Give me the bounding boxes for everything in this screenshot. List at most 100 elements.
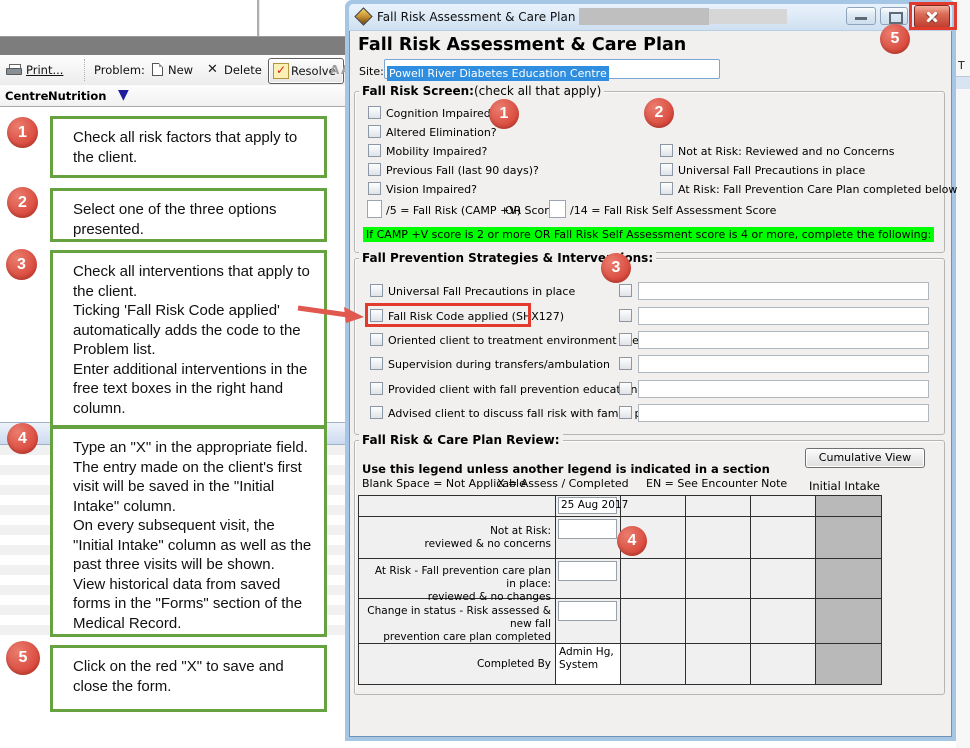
self-assessment-score-input[interactable] bbox=[549, 200, 566, 218]
checkbox-label: Universal Fall Precautions in place bbox=[388, 285, 576, 298]
checkbox-oriented-client[interactable] bbox=[370, 333, 383, 346]
table-cell bbox=[621, 559, 686, 599]
resolve-check-icon: ✓ bbox=[273, 63, 289, 79]
review-group-label: Fall Risk & Care Plan Review: bbox=[359, 433, 563, 447]
checkbox-previous-fall[interactable] bbox=[368, 163, 381, 176]
checkbox-label: Fall Risk Code applied (SHX127) bbox=[388, 310, 565, 323]
toolbar-separator bbox=[84, 59, 85, 81]
mini-checkbox[interactable] bbox=[619, 357, 632, 370]
new-button[interactable]: New bbox=[168, 63, 194, 77]
group-title-suffix: (check all that apply) bbox=[473, 84, 602, 98]
entry-field[interactable] bbox=[558, 561, 617, 581]
checkbox-advise-physician[interactable] bbox=[370, 406, 383, 419]
intervention-free-text-input[interactable] bbox=[638, 331, 929, 349]
print-button[interactable]: Print... bbox=[26, 63, 64, 77]
entry-field[interactable] bbox=[558, 519, 617, 539]
delete-button[interactable]: Delete bbox=[224, 63, 262, 77]
fall-risk-dialog: Fall Risk Assessment & Care Plan for Fal… bbox=[345, 0, 958, 741]
checkbox-label: Vision Impaired? bbox=[386, 183, 477, 196]
checkbox-label: Mobility Impaired? bbox=[386, 145, 488, 158]
checkbox-label: Provided client with fall prevention edu… bbox=[388, 383, 693, 396]
step-3-badge: 3 bbox=[6, 249, 37, 280]
step-1-marker: 1 bbox=[489, 99, 519, 129]
step-5-badge: 5 bbox=[6, 641, 40, 675]
row-label-at-risk: At Risk - Fall prevention care plan in p… bbox=[359, 559, 556, 603]
intervention-free-text-input[interactable] bbox=[638, 307, 929, 325]
table-cell bbox=[751, 517, 816, 559]
self-assessment-score-label: /14 = Fall Risk Self Assessment Score bbox=[570, 204, 777, 217]
font-increase-icon[interactable]: A bbox=[330, 63, 340, 77]
score-instruction-highlight: If CAMP +V score is 2 or more OR Fall Ri… bbox=[363, 227, 935, 242]
checkbox-label: Cognition Impaired? bbox=[386, 107, 497, 120]
cumulative-view-button[interactable]: Cumulative View bbox=[805, 448, 925, 468]
checkbox-cognition-impaired[interactable] bbox=[368, 106, 381, 119]
fall-risk-screen-group-label: Fall Risk Screen:(check all that apply) bbox=[359, 84, 605, 98]
mini-checkbox[interactable] bbox=[619, 309, 632, 322]
maximize-button[interactable] bbox=[880, 7, 908, 25]
checkbox-altered-elimination[interactable] bbox=[368, 125, 381, 138]
interventions-group-label: Fall Prevention Strategies & Interventio… bbox=[359, 251, 657, 265]
mini-checkbox[interactable] bbox=[619, 382, 632, 395]
site-input[interactable]: Powell River Diabetes Education Centre bbox=[384, 59, 720, 81]
tab-nutrition[interactable]: Nutrition bbox=[48, 89, 107, 103]
checkbox-label: Advised client to discuss fall risk with… bbox=[388, 407, 687, 420]
background-edge-band bbox=[956, 76, 970, 89]
checkbox-not-at-risk[interactable] bbox=[660, 144, 673, 157]
initial-intake-label: Initial Intake bbox=[808, 479, 880, 493]
mini-checkbox[interactable] bbox=[619, 333, 632, 346]
table-cell bbox=[751, 644, 816, 684]
legend-item: X = Assess / Completed bbox=[497, 477, 629, 490]
step-1-note: Check all risk factors that apply to the… bbox=[50, 116, 327, 178]
row-label-change-in-status: Change in status - Risk assessed & new f… bbox=[359, 599, 556, 644]
step-3-marker: 3 bbox=[601, 253, 631, 283]
background-right-edge bbox=[956, 0, 970, 748]
table-cell bbox=[686, 599, 751, 644]
checkbox-intervention-universal[interactable] bbox=[370, 284, 383, 297]
checkbox-universal-precautions[interactable] bbox=[660, 163, 673, 176]
intervention-free-text-input[interactable] bbox=[638, 404, 929, 422]
mini-checkbox[interactable] bbox=[619, 284, 632, 297]
review-group bbox=[354, 440, 945, 695]
minimize-icon bbox=[855, 17, 867, 20]
table-cell bbox=[621, 644, 686, 684]
table-cell bbox=[621, 496, 686, 517]
camp-v-score-input[interactable] bbox=[367, 200, 382, 218]
chevron-down-icon[interactable]: ▼ bbox=[118, 87, 129, 103]
intervention-free-text-input[interactable] bbox=[638, 282, 929, 300]
table-cell-initial-intake bbox=[816, 517, 881, 559]
checkbox-label: At Risk: Fall Prevention Care Plan compl… bbox=[678, 183, 958, 196]
entry-field[interactable] bbox=[558, 601, 617, 621]
dialog-title: Fall Risk Assessment & Care Plan for bbox=[377, 10, 596, 24]
fall-risk-code-highlight bbox=[365, 303, 531, 327]
dialog-titlebar[interactable]: Fall Risk Assessment & Care Plan for bbox=[349, 4, 952, 31]
checkbox-supervision[interactable] bbox=[370, 357, 383, 370]
table-cell-date: 25 Aug 2017 bbox=[556, 496, 628, 517]
mini-checkbox[interactable] bbox=[619, 406, 632, 419]
step-1-badge: 1 bbox=[7, 117, 38, 148]
delete-x-icon: ✕ bbox=[207, 62, 218, 77]
checkbox-education-materials[interactable] bbox=[370, 382, 383, 395]
close-button-highlight bbox=[909, 2, 957, 30]
row-label-not-at-risk: Not at Risk: reviewed & no concerns bbox=[359, 517, 556, 559]
panel-divider bbox=[257, 0, 260, 36]
table-cell bbox=[686, 496, 751, 517]
checkbox-at-risk[interactable] bbox=[660, 182, 673, 195]
legend-item: EN = See Encounter Note bbox=[646, 477, 788, 490]
tab-centre[interactable]: Centre bbox=[5, 89, 49, 103]
app-diamond-icon bbox=[354, 7, 373, 26]
redacted-patient-name bbox=[709, 9, 787, 24]
completed-by-value: Admin Hg, System bbox=[556, 644, 621, 684]
minimize-button[interactable] bbox=[846, 7, 876, 25]
checkbox-mobility-impaired[interactable] bbox=[368, 144, 381, 157]
background-tab-row: Centre Nutrition ▼ bbox=[0, 85, 345, 107]
table-cell-date bbox=[556, 599, 621, 644]
table-cell bbox=[751, 559, 816, 599]
table-cell bbox=[621, 599, 686, 644]
legend-item: Blank Space = Not Applicable bbox=[362, 477, 526, 490]
resolve-button[interactable]: ✓ Resolve bbox=[268, 58, 344, 84]
intervention-free-text-input[interactable] bbox=[638, 380, 929, 398]
checkbox-fall-risk-code[interactable] bbox=[370, 309, 383, 322]
checkbox-vision-impaired[interactable] bbox=[368, 182, 381, 195]
intervention-free-text-input[interactable] bbox=[638, 355, 929, 373]
